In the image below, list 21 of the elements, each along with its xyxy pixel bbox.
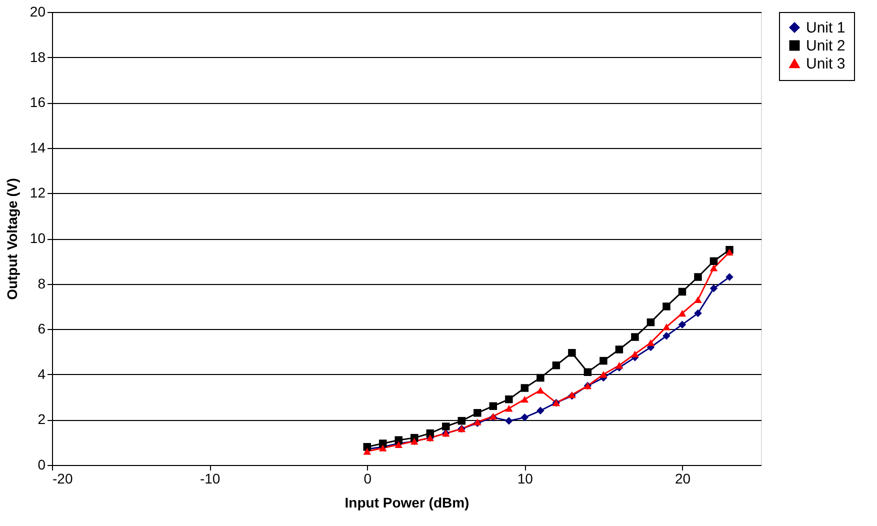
legend-label: Unit 1 [806, 20, 846, 36]
y-tick-label: 2 [38, 411, 46, 428]
y-axis-title: Output Voltage (V) [4, 178, 20, 300]
x-tick-label: -20 [52, 470, 73, 486]
legend-label: Unit 2 [806, 38, 846, 54]
x-tick-label: -10 [200, 470, 220, 486]
y-tick-label: 6 [38, 320, 46, 337]
y-tick-label: 12 [30, 184, 46, 201]
y-tick-label: 16 [30, 94, 46, 110]
y-tick-label: 14 [30, 139, 46, 156]
y-tick-label: 0 [38, 456, 46, 472]
x-tick-label: 10 [517, 470, 534, 486]
y-tick-label: 10 [30, 230, 46, 246]
x-tick-label: 0 [364, 470, 372, 486]
y-tick-label: 8 [38, 275, 46, 292]
x-axis-title: Input Power (dBm) [344, 494, 470, 510]
y-tick-label: 18 [30, 48, 46, 65]
y-tick-label: 20 [30, 4, 46, 20]
x-tick-label: 20 [674, 470, 691, 486]
legend-label: Unit 3 [806, 56, 846, 72]
y-tick-label: 4 [38, 366, 46, 382]
